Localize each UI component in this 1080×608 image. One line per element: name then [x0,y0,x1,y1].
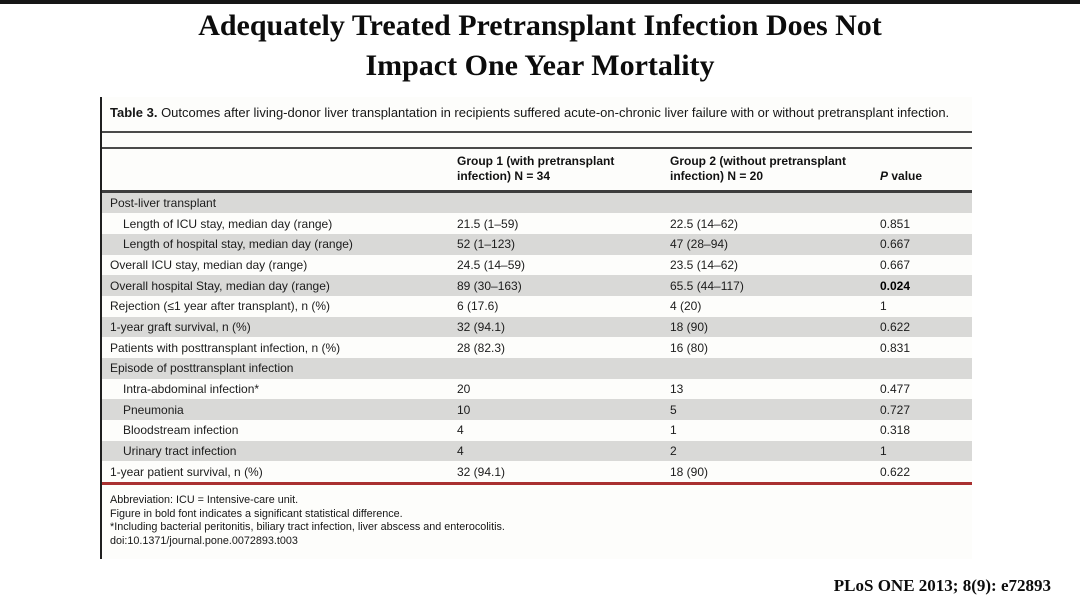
row-label: Rejection (≤1 year after transplant), n … [110,299,331,314]
row-label: Urinary tract infection [123,444,237,459]
group2-value: 1 [670,423,677,438]
row-label: 1-year graft survival, n (%) [110,319,251,334]
column-header-pvalue: P value [880,169,972,184]
p-value: 0.477 [880,382,911,397]
footnote-bold-significance: Figure in bold font indicates a signific… [110,507,403,520]
page-title: Adequately Treated Pretransplant Infecti… [0,6,1080,86]
group2-value: 18 (90) [670,319,709,334]
row-label: Intra-abdominal infection* [123,382,260,397]
p-value: 0.622 [880,319,911,334]
row-label: 1-year patient survival, n (%) [110,464,263,479]
group2-value: 47 (28–94) [670,237,729,252]
table-row: Intra-abdominal infection* 20 13 0.477 [102,379,972,400]
group1-value: 28 (82.3) [457,340,506,355]
p-value: 0.318 [880,423,911,438]
table-caption-label: Table 3. [110,105,158,120]
group1-value: 24.5 (14–59) [457,257,526,272]
column-header-group2: Group 2 (without pretransplant infection… [670,153,846,183]
table-caption: Table 3. Outcomes after living-donor liv… [102,97,972,133]
row-label: Patients with posttransplant infection, … [110,340,341,355]
p-value: 0.851 [880,216,911,231]
journal-citation: PLoS ONE 2013; 8(9): e72893 [833,576,1051,595]
p-value: 0.831 [880,340,911,355]
row-label: Episode of posttransplant infection [110,361,294,376]
group2-value: 2 [670,444,677,459]
group2-value: 18 (90) [670,464,709,479]
footnote-doi: doi:10.1371/journal.pone.0072893.t003 [110,534,298,547]
page-title-line2: Impact One Year Mortality [365,49,715,82]
table-footnotes: Abbreviation: ICU = Intensive-care unit.… [102,485,972,558]
table-caption-text: Outcomes after living-donor liver transp… [157,105,950,120]
page-title-line1: Adequately Treated Pretransplant Infecti… [198,9,882,42]
group2-value: 5 [670,402,677,417]
row-label: Length of hospital stay, median day (ran… [123,237,353,252]
p-value: 0.024 [880,278,911,293]
group1-value: 4 [457,444,464,459]
group1-value: 52 (1–123) [457,237,516,252]
group2-value: 65.5 (44–117) [670,278,744,293]
table-row: Post-liver transplant [102,192,972,214]
table-row: Length of hospital stay, median day (ran… [102,233,972,255]
row-label: Overall ICU stay, median day (range) [110,257,308,272]
group2-value: 23.5 (14–62) [670,257,739,272]
table-row: Length of ICU stay, median day (range) 2… [102,213,972,234]
group1-value: 4 [457,423,464,438]
group1-value: 21.5 (1–59) [457,216,519,231]
table-body: Post-liver transplant Length of ICU stay… [102,192,972,483]
p-value: 1 [880,299,887,314]
p-value: 0.667 [880,237,911,252]
group2-value: 13 [670,382,684,397]
group1-value: 89 (30–163) [457,278,522,293]
pvalue-italic-p: P [880,168,889,183]
top-border-bar [0,0,1080,4]
group1-value: 32 (94.1) [457,464,506,479]
table-row: Overall hospital Stay, median day (range… [102,275,972,296]
p-value: 0.727 [880,402,911,417]
p-value: 1 [880,444,887,459]
table-header-row: Group 1 (with pretransplant infection) N… [102,146,972,193]
table-bottom-red-rule [102,482,972,486]
group2-value: 4 (20) [670,299,702,314]
group1-value: 10 [457,402,471,417]
column-header-group1: Group 1 (with pretransplant infection) N… [457,153,615,183]
table-row: 1-year graft survival, n (%) 32 (94.1) 1… [102,316,972,338]
footnote-asterisk: *Including bacterial peritonitis, biliar… [110,521,505,534]
table-row: 1-year patient survival, n (%) 32 (94.1)… [102,461,972,482]
group1-value: 6 (17.6) [457,299,499,314]
table-row: Urinary tract infection 4 2 1 [102,440,972,462]
pvalue-rest: value [888,168,923,183]
row-label: Pneumonia [123,402,184,417]
table-row: Overall ICU stay, median day (range) 24.… [102,255,972,276]
row-label: Post-liver transplant [110,195,217,210]
p-value: 0.667 [880,257,911,272]
table-row: Patients with posttransplant infection, … [102,337,972,358]
table-row: Pneumonia 10 5 0.727 [102,399,972,421]
group2-value: 16 (80) [670,340,709,355]
table-row: Episode of posttransplant infection [102,358,972,379]
table-row: Rejection (≤1 year after transplant), n … [102,296,972,317]
caption-header-gap [102,133,972,147]
row-label: Bloodstream infection [123,423,239,438]
group2-value: 22.5 (14–62) [670,216,739,231]
group1-value: 20 [457,382,471,397]
p-value: 0.622 [880,464,911,479]
table-row: Bloodstream infection 4 1 0.318 [102,420,972,441]
row-label: Overall hospital Stay, median day (range… [110,278,330,293]
table-panel: Table 3. Outcomes after living-donor liv… [100,97,972,559]
group1-value: 32 (94.1) [457,319,506,334]
row-label: Length of ICU stay, median day (range) [123,216,333,231]
footnote-abbreviation: Abbreviation: ICU = Intensive-care unit. [110,494,299,507]
